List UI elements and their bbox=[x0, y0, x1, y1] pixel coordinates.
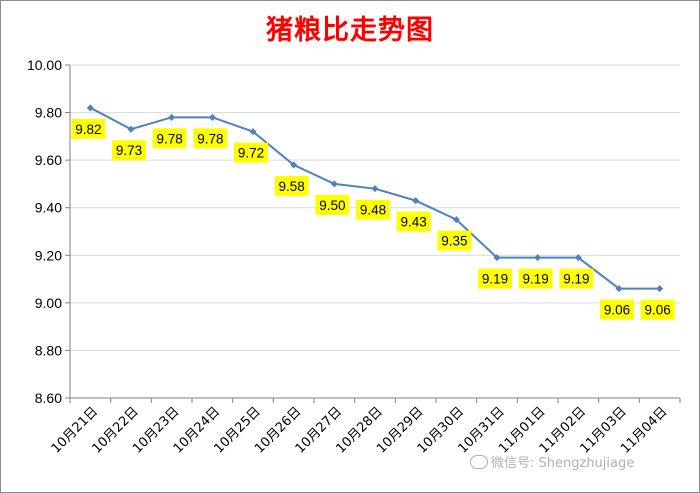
data-label-box bbox=[600, 299, 634, 320]
data-point bbox=[249, 128, 257, 136]
data-label-box bbox=[356, 199, 390, 220]
data-label-box bbox=[71, 118, 106, 139]
grid-lines bbox=[70, 64, 680, 351]
data-label: 9.35 bbox=[441, 234, 467, 249]
y-tick-label: 9.60 bbox=[35, 152, 62, 168]
x-axis-ticks: 10月21日10月22日10月23日10月24日10月25日10月26日10月2… bbox=[49, 404, 671, 456]
data-point bbox=[168, 113, 176, 121]
data-label: 9.19 bbox=[482, 272, 508, 287]
data-label-box bbox=[396, 211, 431, 232]
data-label-box bbox=[315, 194, 350, 215]
data-point bbox=[615, 285, 623, 293]
data-point bbox=[656, 285, 664, 293]
data-point bbox=[574, 254, 582, 262]
data-labels: 9.82 9.73 9.78 9.78 9.72 9.58 9.50 9.48 9.43 9.35… bbox=[71, 118, 675, 320]
data-label-box bbox=[437, 230, 472, 251]
y-tick-label: 9.80 bbox=[35, 105, 62, 121]
data-point bbox=[534, 254, 542, 262]
data-point bbox=[86, 104, 94, 112]
data-label: 9.43 bbox=[401, 215, 427, 230]
y-tick-label: 9.20 bbox=[35, 247, 62, 263]
data-label-box bbox=[152, 128, 187, 149]
data-points bbox=[86, 104, 664, 293]
data-point bbox=[452, 216, 460, 224]
data-label-box bbox=[559, 268, 594, 289]
data-label: 9.72 bbox=[238, 146, 264, 161]
y-tick-label: 9.00 bbox=[35, 295, 62, 311]
data-label: 9.19 bbox=[563, 272, 589, 287]
y-tick-label: 10.00 bbox=[27, 57, 62, 73]
wechat-icon bbox=[470, 455, 488, 469]
data-point bbox=[330, 180, 338, 188]
data-label: 9.19 bbox=[523, 272, 549, 287]
data-label-box bbox=[640, 299, 675, 320]
data-point bbox=[208, 113, 216, 121]
data-label: 9.82 bbox=[75, 122, 101, 137]
data-label-box bbox=[518, 268, 553, 289]
data-label-box bbox=[112, 140, 146, 161]
data-label-box bbox=[274, 175, 309, 196]
data-label: 9.78 bbox=[157, 131, 183, 146]
y-tick-label: 9.40 bbox=[35, 200, 62, 216]
watermark: 微信号: Shengzhujiage bbox=[470, 452, 634, 471]
watermark-text: 微信号: Shengzhujiage bbox=[491, 456, 635, 471]
data-label-box bbox=[478, 268, 512, 289]
data-point bbox=[493, 254, 501, 262]
y-axis-ticks: 10.00 9.80 9.60 9.40 9.20 9.00 8.80 8.60 bbox=[27, 57, 62, 406]
chart-title: 猪粮比走势图 bbox=[266, 15, 434, 46]
data-label: 9.48 bbox=[360, 203, 386, 218]
data-label: 9.06 bbox=[645, 303, 671, 318]
data-label: 9.78 bbox=[197, 131, 223, 146]
data-point bbox=[412, 197, 420, 205]
data-point bbox=[290, 161, 298, 169]
data-label: 9.73 bbox=[116, 143, 142, 158]
data-label: 9.50 bbox=[319, 198, 345, 213]
data-label-box bbox=[193, 128, 228, 149]
data-point bbox=[127, 125, 135, 133]
data-point bbox=[371, 185, 379, 193]
y-tick-label: 8.60 bbox=[35, 390, 62, 406]
data-label: 9.58 bbox=[279, 179, 305, 194]
axes bbox=[65, 64, 681, 403]
data-label-box bbox=[234, 142, 268, 163]
y-tick-label: 8.80 bbox=[35, 342, 62, 358]
data-label: 9.06 bbox=[604, 303, 630, 318]
